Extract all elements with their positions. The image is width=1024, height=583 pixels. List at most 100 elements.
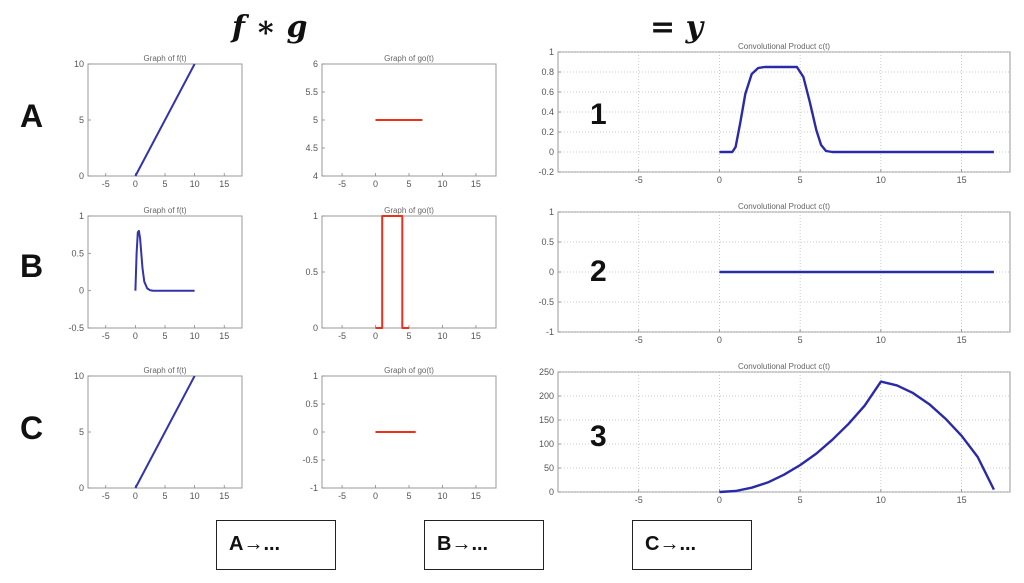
x-tick-label: 15 <box>471 179 481 189</box>
x-tick-label: 5 <box>798 495 803 505</box>
series-line <box>719 65 994 154</box>
answer-box-a[interactable]: A→... <box>216 520 336 570</box>
x-tick-label: 5 <box>406 491 411 501</box>
y-tick-label: -0.5 <box>302 455 318 465</box>
y-tick-label: -0.5 <box>68 323 84 333</box>
y-tick-label: -1 <box>546 327 554 337</box>
chart-title: Graph of go(t) <box>384 366 434 375</box>
y-tick-label: 50 <box>544 463 554 473</box>
y-tick-label: 0.4 <box>541 107 554 117</box>
x-tick-label: 5 <box>162 491 167 501</box>
series-line <box>719 380 995 494</box>
y-tick-label: 200 <box>539 391 554 401</box>
x-tick-label: 10 <box>437 331 447 341</box>
row-label-c: C <box>20 410 44 446</box>
series-line <box>375 215 409 329</box>
chart-title: Convolutional Product c(t) <box>738 202 830 211</box>
x-tick-label: 15 <box>957 335 967 345</box>
x-tick-label: 10 <box>190 179 200 189</box>
y-tick-label: 6 <box>313 59 318 69</box>
y-tick-label: 5.5 <box>305 87 318 97</box>
series-line <box>134 375 196 489</box>
x-tick-label: 15 <box>957 175 967 185</box>
chart-title: Graph of f(t) <box>143 206 186 215</box>
y-tick-label: 0 <box>79 286 84 296</box>
x-tick-label: -5 <box>102 179 110 189</box>
x-tick-label: 15 <box>219 491 229 501</box>
plot-f-b: Graph of f(t) -5 0 5 10 15 -0.5 0 0.5 1 <box>68 206 243 341</box>
result-label-1: 1 <box>590 98 607 131</box>
y-tick-label: 0 <box>549 487 554 497</box>
y-tick-label: 0 <box>313 427 318 437</box>
x-tick-label: -5 <box>338 331 346 341</box>
y-tick-label: 10 <box>74 371 84 381</box>
result-label-2: 2 <box>590 255 607 288</box>
x-tick-label: 5 <box>162 179 167 189</box>
x-tick-label: -5 <box>338 491 346 501</box>
x-tick-label: 5 <box>162 331 167 341</box>
x-tick-label: 0 <box>133 179 138 189</box>
x-tick-label: 15 <box>219 179 229 189</box>
y-tick-label: 5 <box>313 115 318 125</box>
y-tick-label: 0 <box>549 267 554 277</box>
y-tick-label: 1 <box>549 47 554 57</box>
row-label-b: B <box>20 248 44 284</box>
x-tick-label: 10 <box>437 491 447 501</box>
plot-area <box>557 371 1011 493</box>
plot-g-b: Graph of go(t) -5 0 5 10 15 0 0.5 1 <box>305 206 497 341</box>
y-tick-label: 0 <box>79 171 84 181</box>
chart-title: Convolutional Product c(t) <box>738 42 830 51</box>
y-tick-label: 10 <box>74 59 84 69</box>
x-tick-label: 0 <box>373 179 378 189</box>
y-tick-label: 1 <box>549 207 554 217</box>
y-tick-label: 0 <box>313 323 318 333</box>
x-tick-label: 10 <box>437 179 447 189</box>
answer-box-b[interactable]: B→... <box>424 520 544 570</box>
x-tick-label: 10 <box>190 331 200 341</box>
y-tick-label: 250 <box>539 367 554 377</box>
y-tick-label: 0 <box>549 147 554 157</box>
x-tick-label: -5 <box>102 331 110 341</box>
x-tick-label: 0 <box>717 175 722 185</box>
y-tick-label: 0.5 <box>71 248 84 258</box>
y-tick-label: 0 <box>79 483 84 493</box>
x-tick-label: 5 <box>406 179 411 189</box>
y-tick-label: 0.8 <box>541 67 554 77</box>
y-tick-label: 150 <box>539 415 554 425</box>
y-tick-label: 5 <box>79 427 84 437</box>
x-tick-label: 10 <box>876 175 886 185</box>
plot-f-c: Graph of f(t) -5 0 5 10 15 0 5 10 <box>74 366 243 501</box>
y-tick-label: 0.5 <box>305 399 318 409</box>
x-tick-label: -5 <box>102 491 110 501</box>
y-tick-label: -0.2 <box>538 167 554 177</box>
header-equals-y: = y <box>650 10 704 45</box>
series-line <box>134 63 196 177</box>
chart-title: Convolutional Product c(t) <box>738 362 830 371</box>
x-tick-label: 10 <box>876 495 886 505</box>
y-tick-label: 4 <box>313 171 318 181</box>
plot-f-a: Graph of f(t) -5 0 5 10 15 0 5 10 <box>74 54 243 189</box>
series-line <box>134 229 195 292</box>
x-tick-label: -5 <box>338 179 346 189</box>
y-tick-label: 100 <box>539 439 554 449</box>
x-tick-label: -5 <box>635 335 643 345</box>
y-tick-label: 5 <box>79 115 84 125</box>
x-tick-label: 15 <box>219 331 229 341</box>
chart-title: Graph of go(t) <box>384 54 434 63</box>
plot-conv-2: Convolutional Product c(t)-5 0 5 10 15-1-0.5… <box>538 202 1011 345</box>
x-tick-label: 5 <box>798 335 803 345</box>
y-tick-label: -1 <box>310 483 318 493</box>
x-tick-label: 0 <box>373 491 378 501</box>
x-tick-label: 15 <box>471 331 481 341</box>
chart-title: Graph of f(t) <box>143 54 186 63</box>
plot-area <box>87 215 243 329</box>
x-tick-label: 0 <box>717 495 722 505</box>
y-tick-label: 0.2 <box>541 127 554 137</box>
x-tick-label: 0 <box>717 335 722 345</box>
plot-area <box>321 215 497 329</box>
answer-box-c[interactable]: C→... <box>632 520 752 570</box>
x-tick-label: -5 <box>635 175 643 185</box>
result-label-3: 3 <box>590 420 607 453</box>
x-tick-label: 15 <box>957 495 967 505</box>
header-f-conv-g: f ∗ g <box>232 10 308 45</box>
